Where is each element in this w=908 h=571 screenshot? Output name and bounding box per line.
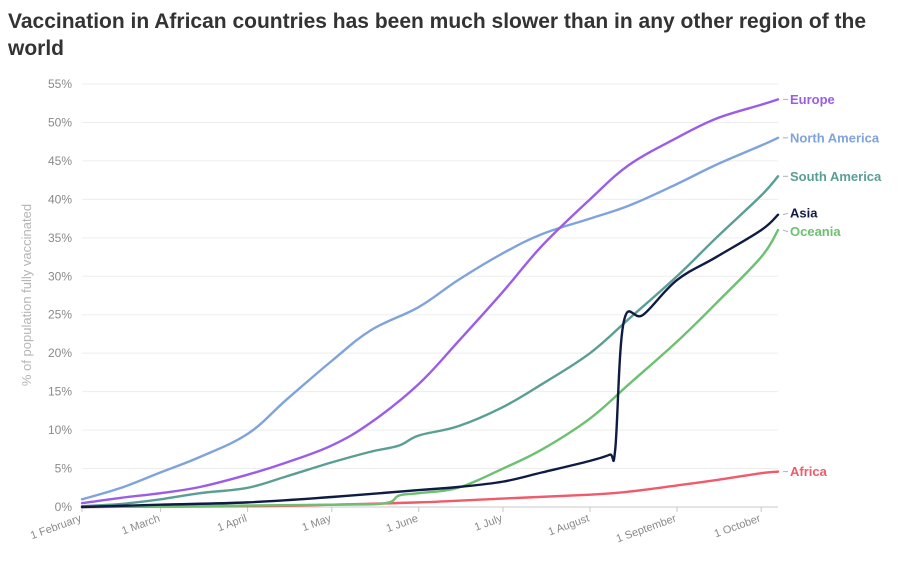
x-tick-label: 1 April bbox=[216, 513, 249, 535]
y-tick-label: 35% bbox=[48, 231, 72, 245]
x-axis-ticks: 1 February 1 March 1 April 1 May 1 June 1 Jul… bbox=[29, 507, 763, 545]
label-connector bbox=[782, 212, 789, 216]
x-tick-label: 1 May bbox=[301, 512, 334, 534]
y-tick-label: 15% bbox=[48, 385, 72, 399]
y-tick-label: 40% bbox=[48, 192, 72, 206]
y-tick-label: 45% bbox=[48, 154, 72, 168]
series-label-africa: Africa bbox=[790, 464, 828, 479]
x-tick-label: 1 March bbox=[120, 513, 161, 538]
series-line-north-america bbox=[80, 136, 780, 501]
series-label-south-america: South America bbox=[790, 169, 882, 184]
x-tick-label: 1 August bbox=[547, 513, 591, 539]
label-connector bbox=[782, 229, 789, 233]
series-label-oceania: Oceania bbox=[790, 224, 841, 239]
y-tick-label: 0% bbox=[55, 500, 73, 514]
series-end-labels: Europe North America South America Asia Ocea… bbox=[782, 92, 882, 479]
y-tick-label: 25% bbox=[48, 308, 72, 322]
x-tick-label: 1 September bbox=[615, 512, 679, 545]
series-line-asia bbox=[80, 213, 780, 509]
series-lines bbox=[80, 98, 780, 509]
grid-lines bbox=[82, 83, 778, 508]
chart-title: Vaccination in African countries has bee… bbox=[8, 10, 867, 60]
y-tick-label: 30% bbox=[48, 269, 72, 283]
series-label-asia: Asia bbox=[790, 206, 818, 221]
series-label-north-america: North America bbox=[790, 130, 880, 145]
y-tick-label: 20% bbox=[48, 346, 72, 360]
y-tick-label: 5% bbox=[55, 462, 73, 476]
x-tick-label: 1 February bbox=[29, 512, 84, 542]
y-tick-label: 50% bbox=[48, 115, 72, 129]
y-tick-label: 10% bbox=[48, 423, 72, 437]
series-line-oceania bbox=[80, 228, 780, 509]
y-axis-ticks: 0% 5% 10% 15% 20% 25% 30% 35% 40% 45% 50% 55% bbox=[48, 77, 72, 514]
x-tick-label: 1 July bbox=[473, 512, 505, 533]
series-label-europe: Europe bbox=[790, 92, 835, 107]
y-tick-label: 55% bbox=[48, 77, 72, 91]
series-line-europe bbox=[80, 98, 780, 505]
series-line-south-america bbox=[80, 175, 780, 508]
x-tick-label: 1 June bbox=[385, 513, 420, 536]
y-axis-label: % of population fully vaccinated bbox=[19, 204, 34, 386]
x-tick-label: 1 October bbox=[713, 512, 763, 540]
